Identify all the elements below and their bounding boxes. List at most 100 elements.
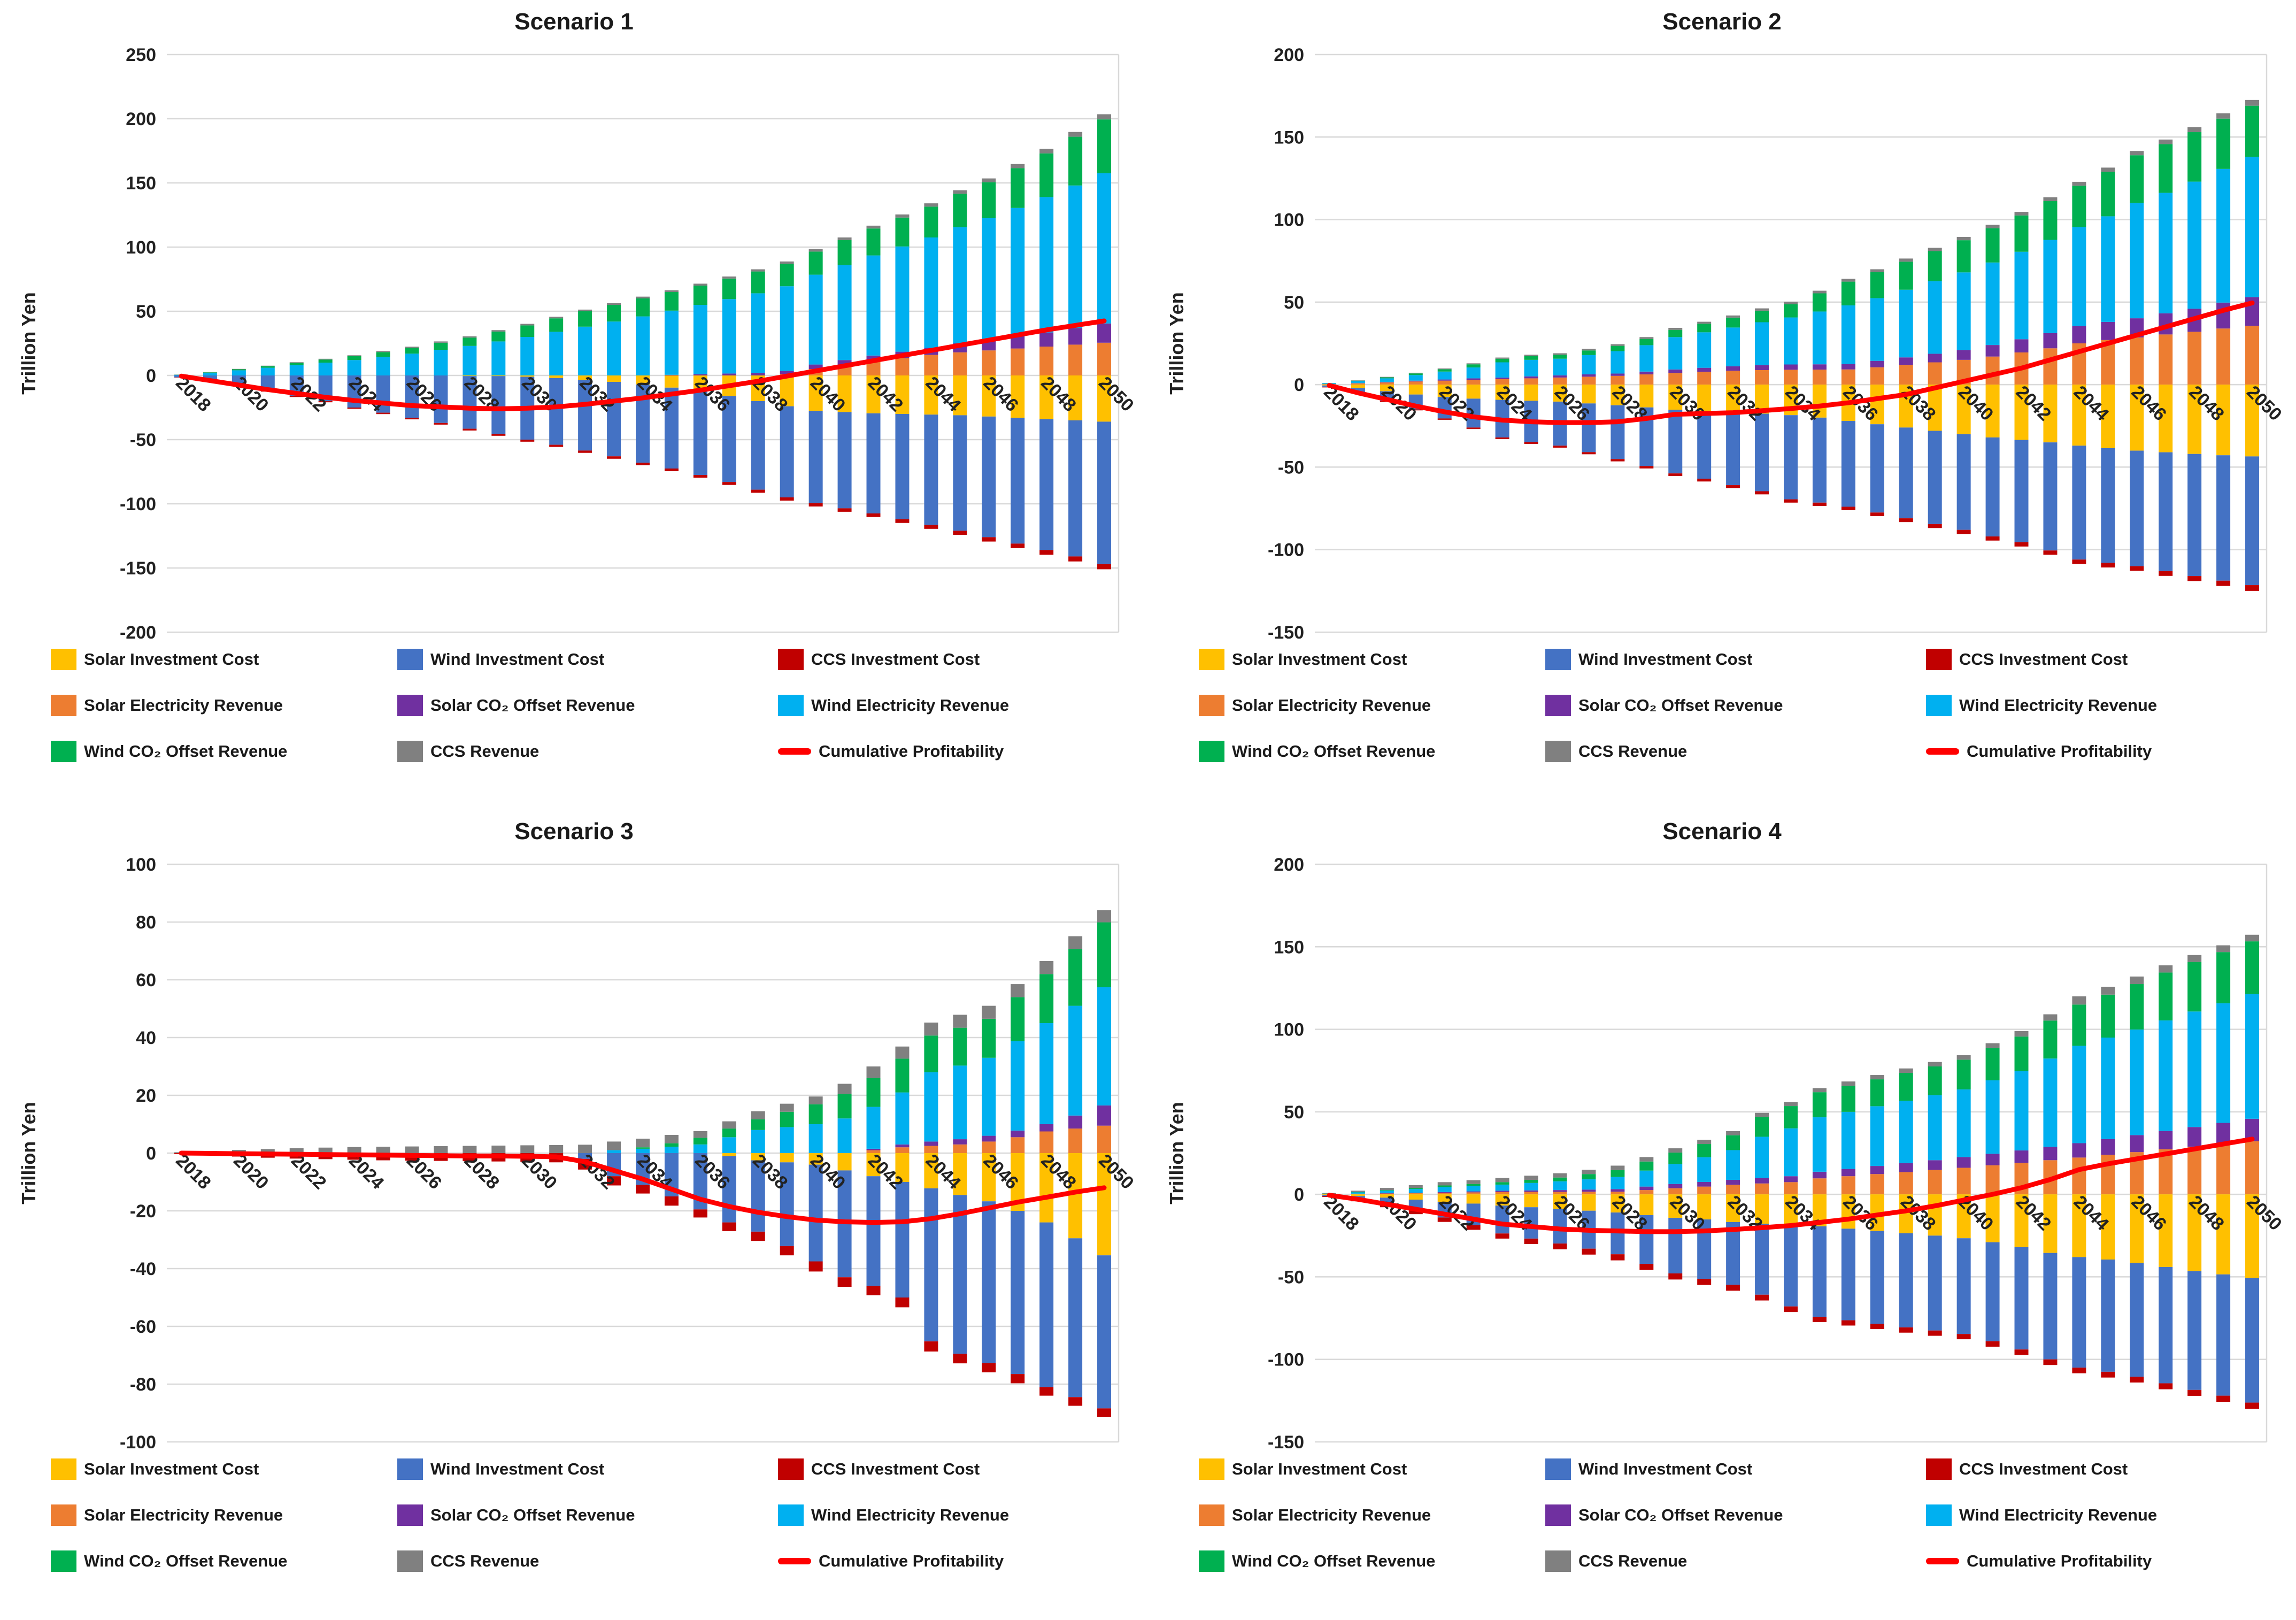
bar-segment-wind_co2 [491, 331, 506, 342]
legend-item-solar_co2: Solar CO₂ Offset Revenue [397, 695, 778, 716]
bar-segment-solar_elec [2101, 340, 2115, 385]
bar-segment-wind_elec [347, 360, 361, 375]
bar-segment-ccs_inv [1495, 437, 1509, 439]
bar-segment-solar_co2 [1841, 1169, 1855, 1177]
bar-segment-wind_inv [1726, 412, 1740, 486]
bar-segment-solar_elec [1408, 381, 1423, 385]
bar-segment-solar_co2 [1899, 1163, 1913, 1172]
bar-segment-ccs_inv [808, 1261, 823, 1272]
bar-segment-solar_co2 [722, 373, 736, 375]
bar-segment-ccs_inv [1812, 502, 1827, 506]
bar-segment-ccs_rev [982, 178, 996, 182]
bar-segment-wind_co2 [1697, 1144, 1712, 1157]
bar-segment-solar_inv [2130, 385, 2144, 451]
bar-segment-ccs_rev [1495, 357, 1509, 359]
bar-segment-solar_co2 [1928, 354, 1942, 363]
bar-segment-ccs_rev [1755, 308, 1769, 311]
bar-segment-solar_inv [1011, 375, 1025, 418]
y-tick-label: -40 [130, 1259, 156, 1279]
bar-segment-solar_inv [1495, 385, 1509, 400]
bar-segment-solar_co2 [1639, 371, 1654, 375]
bar-segment-wind_co2 [1039, 974, 1054, 1023]
bar-segment-wind_co2 [982, 182, 996, 218]
bar-segment-solar_co2 [1928, 1160, 1942, 1170]
bar-segment-solar_co2 [2043, 333, 2058, 349]
y-tick-label: 0 [146, 1143, 156, 1164]
bar-segment-ccs_rev [549, 317, 564, 319]
bar-segment-wind_inv [1495, 1206, 1509, 1234]
bar-segment-ccs_inv [751, 1231, 765, 1241]
legend-item-cumulative: Cumulative Profitability [1926, 742, 2258, 761]
bar-segment-solar_elec [1841, 369, 1855, 385]
bar-segment-ccs_rev [1841, 279, 1855, 282]
bar-segment-wind_elec [1097, 173, 1112, 324]
bar-segment-solar_co2 [1611, 1189, 1625, 1192]
bar-segment-solar_inv [1985, 1194, 2000, 1242]
y-tick-label: 150 [1274, 127, 1304, 148]
bar-segment-ccs_rev [1812, 290, 1827, 294]
bar-segment-solar_co2 [1726, 366, 1740, 371]
bar-segment-wind_elec [866, 255, 881, 356]
bar-segment-solar_inv [895, 1153, 910, 1182]
bar-segment-wind_elec [693, 305, 707, 374]
bar-segment-ccs_rev [1784, 302, 1798, 304]
bar-segment-ccs_inv [1408, 1210, 1423, 1215]
bar-segment-wind_inv [1011, 1211, 1025, 1375]
bar-segment-solar_co2 [1553, 1190, 1567, 1192]
bar-segment-ccs_inv [2130, 1377, 2144, 1383]
bar-segment-wind_elec [2187, 1011, 2202, 1127]
bar-segment-ccs_inv [751, 489, 765, 493]
bar-segment-ccs_rev [1899, 1068, 1913, 1073]
bar-segment-wind_inv [578, 380, 592, 451]
bar-segment-wind_inv [2245, 1278, 2260, 1403]
bar-segment-solar_inv [607, 375, 621, 382]
bar-segment-solar_co2 [1466, 1191, 1481, 1193]
bar-segment-solar_inv [1380, 1194, 1394, 1198]
bar-segment-solar_elec [2245, 326, 2260, 385]
legend-item-cumulative: Cumulative Profitability [1926, 1552, 2258, 1571]
wind-investment-swatch [1545, 1458, 1571, 1480]
bar-segment-wind_co2 [895, 217, 910, 247]
bar-segment-solar_elec [1408, 1193, 1423, 1195]
scenario-2-panel: Scenario 2 200 150 100 50 0 -50 -100 -150 Trilli… [1148, 0, 2296, 810]
bar-segment-ccs_inv [866, 513, 881, 517]
legend-item-wind_elec: Wind Electricity Revenue [1926, 695, 2258, 716]
bar-segment-ccs_inv [636, 463, 650, 465]
legend-item-wind_co2: Wind CO₂ Offset Revenue [51, 741, 397, 762]
bar-segment-wind_inv [1985, 437, 2000, 537]
bar-segment-wind_inv [1899, 1233, 1913, 1327]
bar-segment-ccs_inv [1784, 499, 1798, 503]
y-tick-label: -100 [1268, 1350, 1304, 1370]
bar-segment-wind_elec [203, 373, 217, 375]
y-tick-label: 60 [136, 970, 156, 991]
bar-segment-solar_co2 [1812, 1171, 1827, 1179]
bar-segment-wind_elec [1466, 1186, 1481, 1192]
bar-segment-solar_elec [1928, 362, 1942, 385]
bar-segment-wind_elec [1351, 1192, 1365, 1194]
bar-segment-ccs_rev [318, 1147, 333, 1153]
bar-segment-wind_inv [1668, 410, 1683, 474]
bar-segment-wind_elec [1524, 359, 1538, 377]
bar-segment-wind_co2 [1582, 1174, 1596, 1180]
y-tick-label: 100 [1274, 210, 1304, 231]
bar-segment-wind_co2 [1784, 304, 1798, 318]
bar-segment-ccs_inv [1039, 550, 1054, 555]
bar-segment-ccs_inv [636, 1185, 650, 1194]
bar-segment-ccs_rev [607, 1141, 621, 1150]
bar-segment-solar_inv [982, 375, 996, 417]
bar-segment-wind_inv [376, 375, 390, 413]
bar-segment-wind_co2 [2216, 118, 2231, 169]
bar-segment-wind_co2 [693, 1138, 707, 1145]
legend-item-solar_inv: Solar Investment Cost [51, 649, 397, 670]
bar-segment-wind_inv [1870, 424, 1884, 513]
bar-segment-solar_elec [1524, 1192, 1538, 1195]
bar-segment-ccs_rev [578, 1145, 592, 1153]
bar-segment-ccs_rev [1380, 1188, 1394, 1191]
bar-segment-wind_inv [434, 375, 448, 423]
bar-segment-ccs_inv [953, 1354, 967, 1364]
bar-segment-ccs_rev [895, 1046, 910, 1059]
bar-segment-wind_elec [1985, 1080, 2000, 1154]
bar-segment-wind_elec [924, 237, 938, 348]
bar-segment-wind_inv [780, 406, 794, 497]
bar-segment-ccs_inv [780, 497, 794, 501]
